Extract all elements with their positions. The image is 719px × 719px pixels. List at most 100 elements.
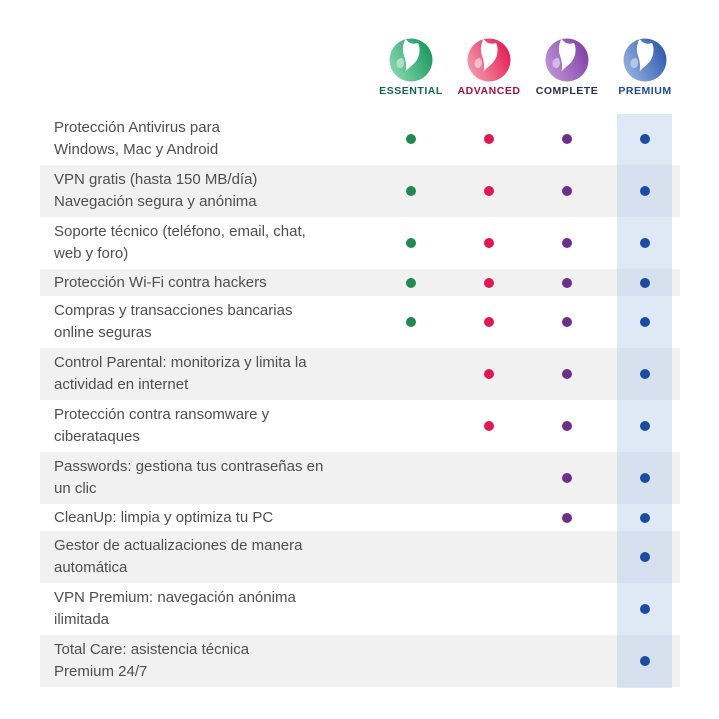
premium-cell xyxy=(606,604,684,614)
feature-row: Gestor de actualizaciones de manera auto… xyxy=(40,531,680,583)
advanced-cell xyxy=(450,369,528,379)
feature-row: CleanUp: limpia y optimiza tu PC xyxy=(40,504,680,531)
essential-cell xyxy=(372,513,450,523)
advanced-cell xyxy=(450,134,528,144)
panda-badge-icon xyxy=(545,38,589,82)
inclusion-dot xyxy=(640,656,650,666)
inclusion-dot xyxy=(406,317,416,327)
premium-cell xyxy=(606,552,684,562)
feature-label-line1: Gestor de actualizaciones de manera xyxy=(54,537,303,554)
inclusion-dot xyxy=(406,238,416,248)
feature-row: Protección Wi-Fi contra hackers xyxy=(40,269,680,296)
plan-column-essential: ESSENTIAL xyxy=(372,38,450,97)
premium-cell xyxy=(606,277,684,288)
feature-label-line2: web y foro) xyxy=(54,245,129,262)
plan-name-label: ESSENTIAL xyxy=(379,85,443,97)
feature-row: Soporte técnico (teléfono, email, chat, … xyxy=(40,217,680,269)
advanced-cell xyxy=(450,421,528,431)
feature-label-line2: online seguras xyxy=(54,324,152,341)
essential-cell xyxy=(372,604,450,614)
feature-label-line1: Protección Wi-Fi contra hackers xyxy=(54,273,267,291)
premium-cell xyxy=(606,317,684,327)
essential-cell xyxy=(372,473,450,483)
plan-column-advanced: ADVANCED xyxy=(450,38,528,97)
inclusion-dot xyxy=(562,473,572,483)
inclusion-dot xyxy=(640,421,650,431)
plan-name-label: COMPLETE xyxy=(535,85,599,97)
premium-cell xyxy=(606,134,684,144)
inclusion-dot xyxy=(406,186,416,196)
plan-name-label: ADVANCED xyxy=(457,85,521,97)
inclusion-dot xyxy=(484,369,494,379)
feature-label-line1: Control Parental: monitoriza y limita la xyxy=(54,354,307,371)
feature-label-line1: VPN Premium: navegación anónima xyxy=(54,589,296,606)
complete-cell xyxy=(528,277,606,288)
advanced-cell xyxy=(450,513,528,523)
essential-cell xyxy=(372,421,450,431)
inclusion-dot xyxy=(640,512,650,523)
inclusion-dot xyxy=(562,317,572,327)
feature-label-line2: ciberataques xyxy=(54,428,140,445)
inclusion-dot xyxy=(484,134,494,144)
premium-cell xyxy=(606,421,684,431)
feature-row: Passwords: gestiona tus contraseñas en u… xyxy=(40,452,680,504)
feature-row: Protección Antivirus para Windows, Mac y… xyxy=(40,113,680,165)
advanced-cell xyxy=(450,552,528,562)
inclusion-dot xyxy=(406,277,416,288)
essential-cell xyxy=(372,277,450,288)
panda-badge-icon xyxy=(467,38,511,82)
complete-cell xyxy=(528,473,606,483)
inclusion-dot xyxy=(484,186,494,196)
inclusion-dot xyxy=(640,186,650,196)
feature-label: Control Parental: monitoriza y limita la… xyxy=(40,352,372,396)
inclusion-dot xyxy=(562,134,572,144)
complete-cell xyxy=(528,512,606,523)
inclusion-dot xyxy=(640,473,650,483)
advanced-cell xyxy=(450,317,528,327)
feature-row: VPN gratis (hasta 150 MB/día) Navegación… xyxy=(40,165,680,217)
feature-label-line2: Windows, Mac y Android xyxy=(54,141,219,158)
feature-label: Soporte técnico (teléfono, email, chat, … xyxy=(40,221,372,265)
feature-label: VPN Premium: navegación anónima ilimitad… xyxy=(40,587,372,631)
comparison-table-rows: Protección Antivirus para Windows, Mac y… xyxy=(40,113,680,687)
plan-name-label: PREMIUM xyxy=(618,85,672,97)
feature-row: VPN Premium: navegación anónima ilimitad… xyxy=(40,583,680,635)
feature-row: Control Parental: monitoriza y limita la… xyxy=(40,348,680,400)
inclusion-dot xyxy=(484,238,494,248)
advanced-cell xyxy=(450,277,528,288)
complete-cell xyxy=(528,604,606,614)
inclusion-dot xyxy=(640,317,650,327)
premium-cell xyxy=(606,369,684,379)
feature-label-line1: Total Care: asistencia técnica xyxy=(54,641,250,658)
plan-comparison-table: Protección Antivirus para Windows, Mac y… xyxy=(40,113,680,687)
feature-label-line1: VPN gratis (hasta 150 MB/día) xyxy=(54,171,258,188)
feature-label-line1: CleanUp: limpia y optimiza tu PC xyxy=(54,508,274,526)
feature-label: Protección Wi-Fi contra hackers xyxy=(40,272,372,294)
inclusion-dot xyxy=(562,512,572,523)
feature-label: Compras y transacciones bancarias online… xyxy=(40,300,372,344)
inclusion-dot xyxy=(640,369,650,379)
premium-cell xyxy=(606,473,684,483)
feature-label-line1: Protección contra ransomware y xyxy=(54,406,270,423)
inclusion-dot xyxy=(562,238,572,248)
feature-label-line2: Navegación segura y anónima xyxy=(54,193,257,210)
advanced-cell xyxy=(450,238,528,248)
essential-cell xyxy=(372,369,450,379)
feature-row: Compras y transacciones bancarias online… xyxy=(40,296,680,348)
feature-label-line2: automática xyxy=(54,559,128,576)
essential-cell xyxy=(372,552,450,562)
complete-cell xyxy=(528,369,606,379)
inclusion-dot xyxy=(406,134,416,144)
inclusion-dot xyxy=(562,277,572,288)
feature-label-line1: Protección Antivirus para xyxy=(54,119,220,136)
feature-label: CleanUp: limpia y optimiza tu PC xyxy=(40,507,372,529)
advanced-cell xyxy=(450,186,528,196)
complete-cell xyxy=(528,238,606,248)
inclusion-dot xyxy=(484,317,494,327)
advanced-cell xyxy=(450,656,528,666)
feature-label: Passwords: gestiona tus contraseñas en u… xyxy=(40,456,372,500)
premium-cell xyxy=(606,186,684,196)
premium-cell xyxy=(606,656,684,666)
panda-badge-icon xyxy=(389,38,433,82)
